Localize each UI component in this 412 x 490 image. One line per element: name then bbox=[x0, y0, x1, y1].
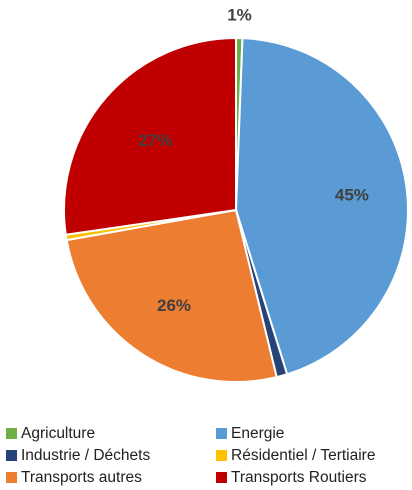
legend-item-industrie-d-chets: Industrie / Déchets bbox=[6, 445, 216, 466]
legend-item-energie: Energie bbox=[216, 423, 412, 444]
legend-label: Industrie / Déchets bbox=[21, 446, 151, 464]
pie-slice-transports-routiers bbox=[63, 36, 237, 236]
chart-legend: Agriculture Energie Industrie / Déchets Rés… bbox=[6, 423, 412, 488]
data-label-transports-routiers: 27% bbox=[138, 131, 172, 150]
legend-item-transports-autres: Transports autres bbox=[6, 467, 216, 488]
data-label-energie: 45% bbox=[335, 186, 369, 205]
data-label-transports-autres: 26% bbox=[157, 296, 191, 315]
legend-item-r-sidentiel-tertiaire: Résidentiel / Tertiaire bbox=[216, 445, 412, 466]
legend-label: Transports autres bbox=[21, 468, 142, 486]
legend-label: Transports Routiers bbox=[231, 468, 367, 486]
pie-chart: 1%45%1%26%27% bbox=[63, 5, 409, 383]
pie-slice-energie bbox=[234, 37, 409, 376]
legend-label: Energie bbox=[231, 424, 285, 442]
legend-swatch bbox=[6, 472, 17, 483]
legend-item-transports-routiers: Transports Routiers bbox=[216, 467, 412, 488]
legend-label: Agriculture bbox=[21, 424, 96, 442]
data-label-agriculture: 1% bbox=[227, 5, 252, 24]
legend-item-agriculture: Agriculture bbox=[6, 423, 216, 444]
legend-swatch bbox=[6, 428, 17, 439]
legend-swatch bbox=[216, 450, 227, 461]
pie-slice-transports-autres bbox=[65, 208, 278, 383]
legend-swatch bbox=[6, 450, 17, 461]
legend-swatch bbox=[216, 428, 227, 439]
legend-swatch bbox=[216, 472, 227, 483]
legend-label: Résidentiel / Tertiaire bbox=[231, 446, 376, 464]
